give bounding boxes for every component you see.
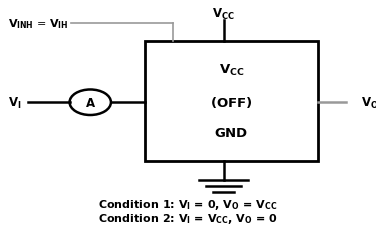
Text: $\mathbf{A}$: $\mathbf{A}$ xyxy=(85,96,96,109)
Text: $\mathbf{(OFF)}$: $\mathbf{(OFF)}$ xyxy=(210,94,252,109)
Bar xyxy=(145,42,318,162)
Text: $\mathbf{V_{CC}}$: $\mathbf{V_{CC}}$ xyxy=(212,7,235,22)
Text: $\mathbf{V_{INH}}$ = $\mathbf{V_{IH}}$: $\mathbf{V_{INH}}$ = $\mathbf{V_{IH}}$ xyxy=(8,17,68,31)
Text: $\mathbf{V_{CC}}$: $\mathbf{V_{CC}}$ xyxy=(218,63,244,78)
Text: Condition 1: $\mathbf{V_I}$ = 0, $\mathbf{V_O}$ = $\mathbf{V_{CC}}$: Condition 1: $\mathbf{V_I}$ = 0, $\mathb… xyxy=(99,198,277,211)
Text: Condition 2: $\mathbf{V_I}$ = $\mathbf{V_{CC}}$, $\mathbf{V_O}$ = 0: Condition 2: $\mathbf{V_I}$ = $\mathbf{V… xyxy=(98,211,278,225)
Text: $\mathbf{GND}$: $\mathbf{GND}$ xyxy=(214,126,249,139)
Text: $\mathbf{V_O}$: $\mathbf{V_O}$ xyxy=(361,95,376,110)
Text: $\mathbf{V_I}$: $\mathbf{V_I}$ xyxy=(8,95,21,110)
